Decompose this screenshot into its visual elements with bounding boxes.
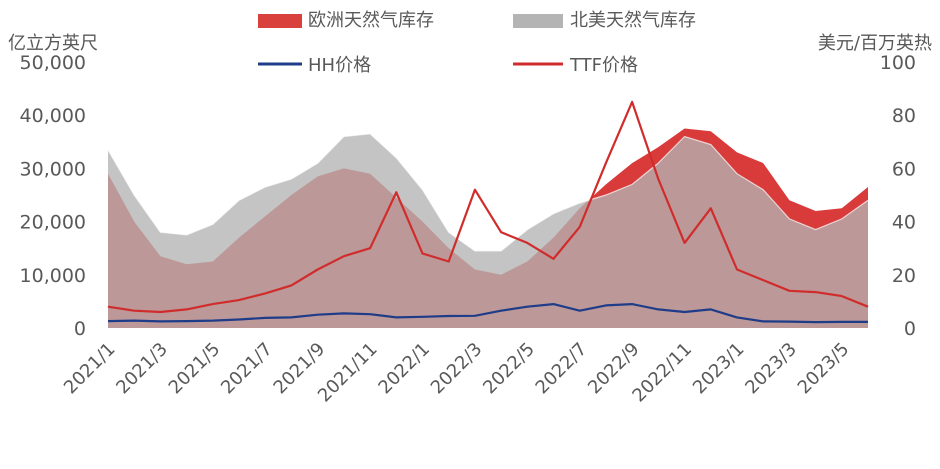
x-tick-label: 2021/3 <box>112 339 172 399</box>
left-tick-label: 30,000 <box>20 158 86 180</box>
legend-label-hh: HH价格 <box>308 55 371 76</box>
x-tick-label: 2022/3 <box>427 339 487 399</box>
x-tick-label: 2021/5 <box>165 339 225 399</box>
x-axis-ticks: 2021/12021/32021/52021/72021/92021/11202… <box>60 339 853 407</box>
legend-label-na-storage: 北美天然气库存 <box>570 10 696 31</box>
legend: 欧洲天然气库存 北美天然气库存 HH价格 TTF价格 <box>258 10 696 76</box>
x-tick-label: 2023/5 <box>794 339 854 399</box>
left-tick-label: 0 <box>74 318 86 340</box>
x-tick-label: 2023/1 <box>689 339 749 399</box>
x-tick-label: 2022/7 <box>532 339 592 399</box>
right-tick-label: 20 <box>892 265 916 287</box>
series-edge-na-storage <box>107 133 869 252</box>
legend-label-ttf: TTF价格 <box>569 55 638 76</box>
left-tick-label: 40,000 <box>20 105 86 127</box>
right-axis-ticks: 0 20 40 60 80 100 <box>880 52 916 340</box>
right-tick-label: 0 <box>904 318 916 340</box>
x-tick-label: 2021/1 <box>60 339 120 399</box>
x-tick-label: 2022/1 <box>374 339 434 399</box>
left-tick-label: 10,000 <box>20 265 86 287</box>
left-axis-unit: 亿立方英尺 <box>8 33 98 54</box>
series-line-ttf <box>107 100 869 314</box>
right-tick-label: 80 <box>892 105 916 127</box>
left-axis-ticks: 0 10,000 20,000 30,000 40,000 50,000 <box>20 52 86 340</box>
x-tick-label: 2023/3 <box>741 339 801 399</box>
left-tick-label: 50,000 <box>20 52 86 74</box>
legend-swatch-na-storage <box>513 14 563 28</box>
series-line-hh <box>107 303 868 324</box>
right-tick-label: 100 <box>880 52 916 74</box>
series-area-na-storage <box>108 133 868 328</box>
x-tick-label: 2022/5 <box>479 339 539 399</box>
left-tick-label: 20,000 <box>20 212 86 234</box>
x-tick-label: 2021/7 <box>217 339 277 399</box>
legend-swatch-eu-storage <box>258 14 302 28</box>
right-tick-label: 40 <box>892 212 916 234</box>
plot-area <box>107 100 869 328</box>
right-tick-label: 60 <box>892 158 916 180</box>
right-axis-unit: 美元/百万英热 <box>818 33 932 54</box>
legend-label-eu-storage: 欧洲天然气库存 <box>308 10 434 31</box>
